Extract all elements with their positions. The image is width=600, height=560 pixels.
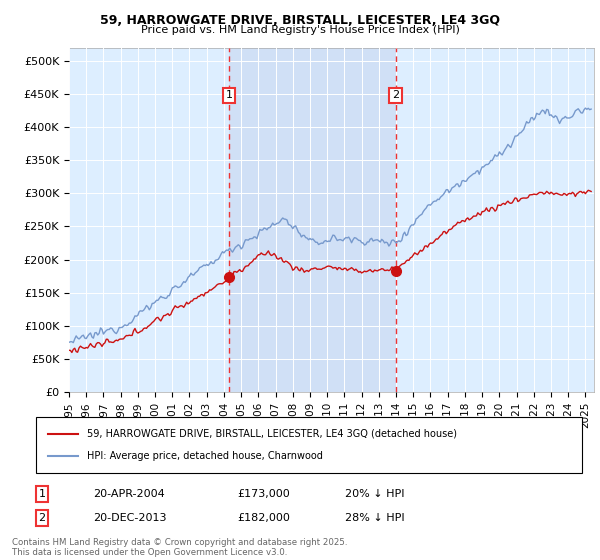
Text: HPI: Average price, detached house, Charnwood: HPI: Average price, detached house, Char…: [87, 451, 323, 461]
Text: Contains HM Land Registry data © Crown copyright and database right 2025.
This d: Contains HM Land Registry data © Crown c…: [12, 538, 347, 557]
Text: 20% ↓ HPI: 20% ↓ HPI: [345, 489, 404, 499]
Text: 1: 1: [226, 90, 233, 100]
Text: 59, HARROWGATE DRIVE, BIRSTALL, LEICESTER, LE4 3GQ: 59, HARROWGATE DRIVE, BIRSTALL, LEICESTE…: [100, 14, 500, 27]
Text: 2: 2: [392, 90, 399, 100]
Text: £182,000: £182,000: [237, 513, 290, 523]
Text: £173,000: £173,000: [237, 489, 290, 499]
Text: 2: 2: [38, 513, 46, 523]
Text: 28% ↓ HPI: 28% ↓ HPI: [345, 513, 404, 523]
Text: 20-DEC-2013: 20-DEC-2013: [93, 513, 167, 523]
Text: 20-APR-2004: 20-APR-2004: [93, 489, 165, 499]
Text: Price paid vs. HM Land Registry's House Price Index (HPI): Price paid vs. HM Land Registry's House …: [140, 25, 460, 35]
Text: 1: 1: [38, 489, 46, 499]
Text: 59, HARROWGATE DRIVE, BIRSTALL, LEICESTER, LE4 3GQ (detached house): 59, HARROWGATE DRIVE, BIRSTALL, LEICESTE…: [87, 429, 457, 439]
Bar: [229, 48, 395, 392]
